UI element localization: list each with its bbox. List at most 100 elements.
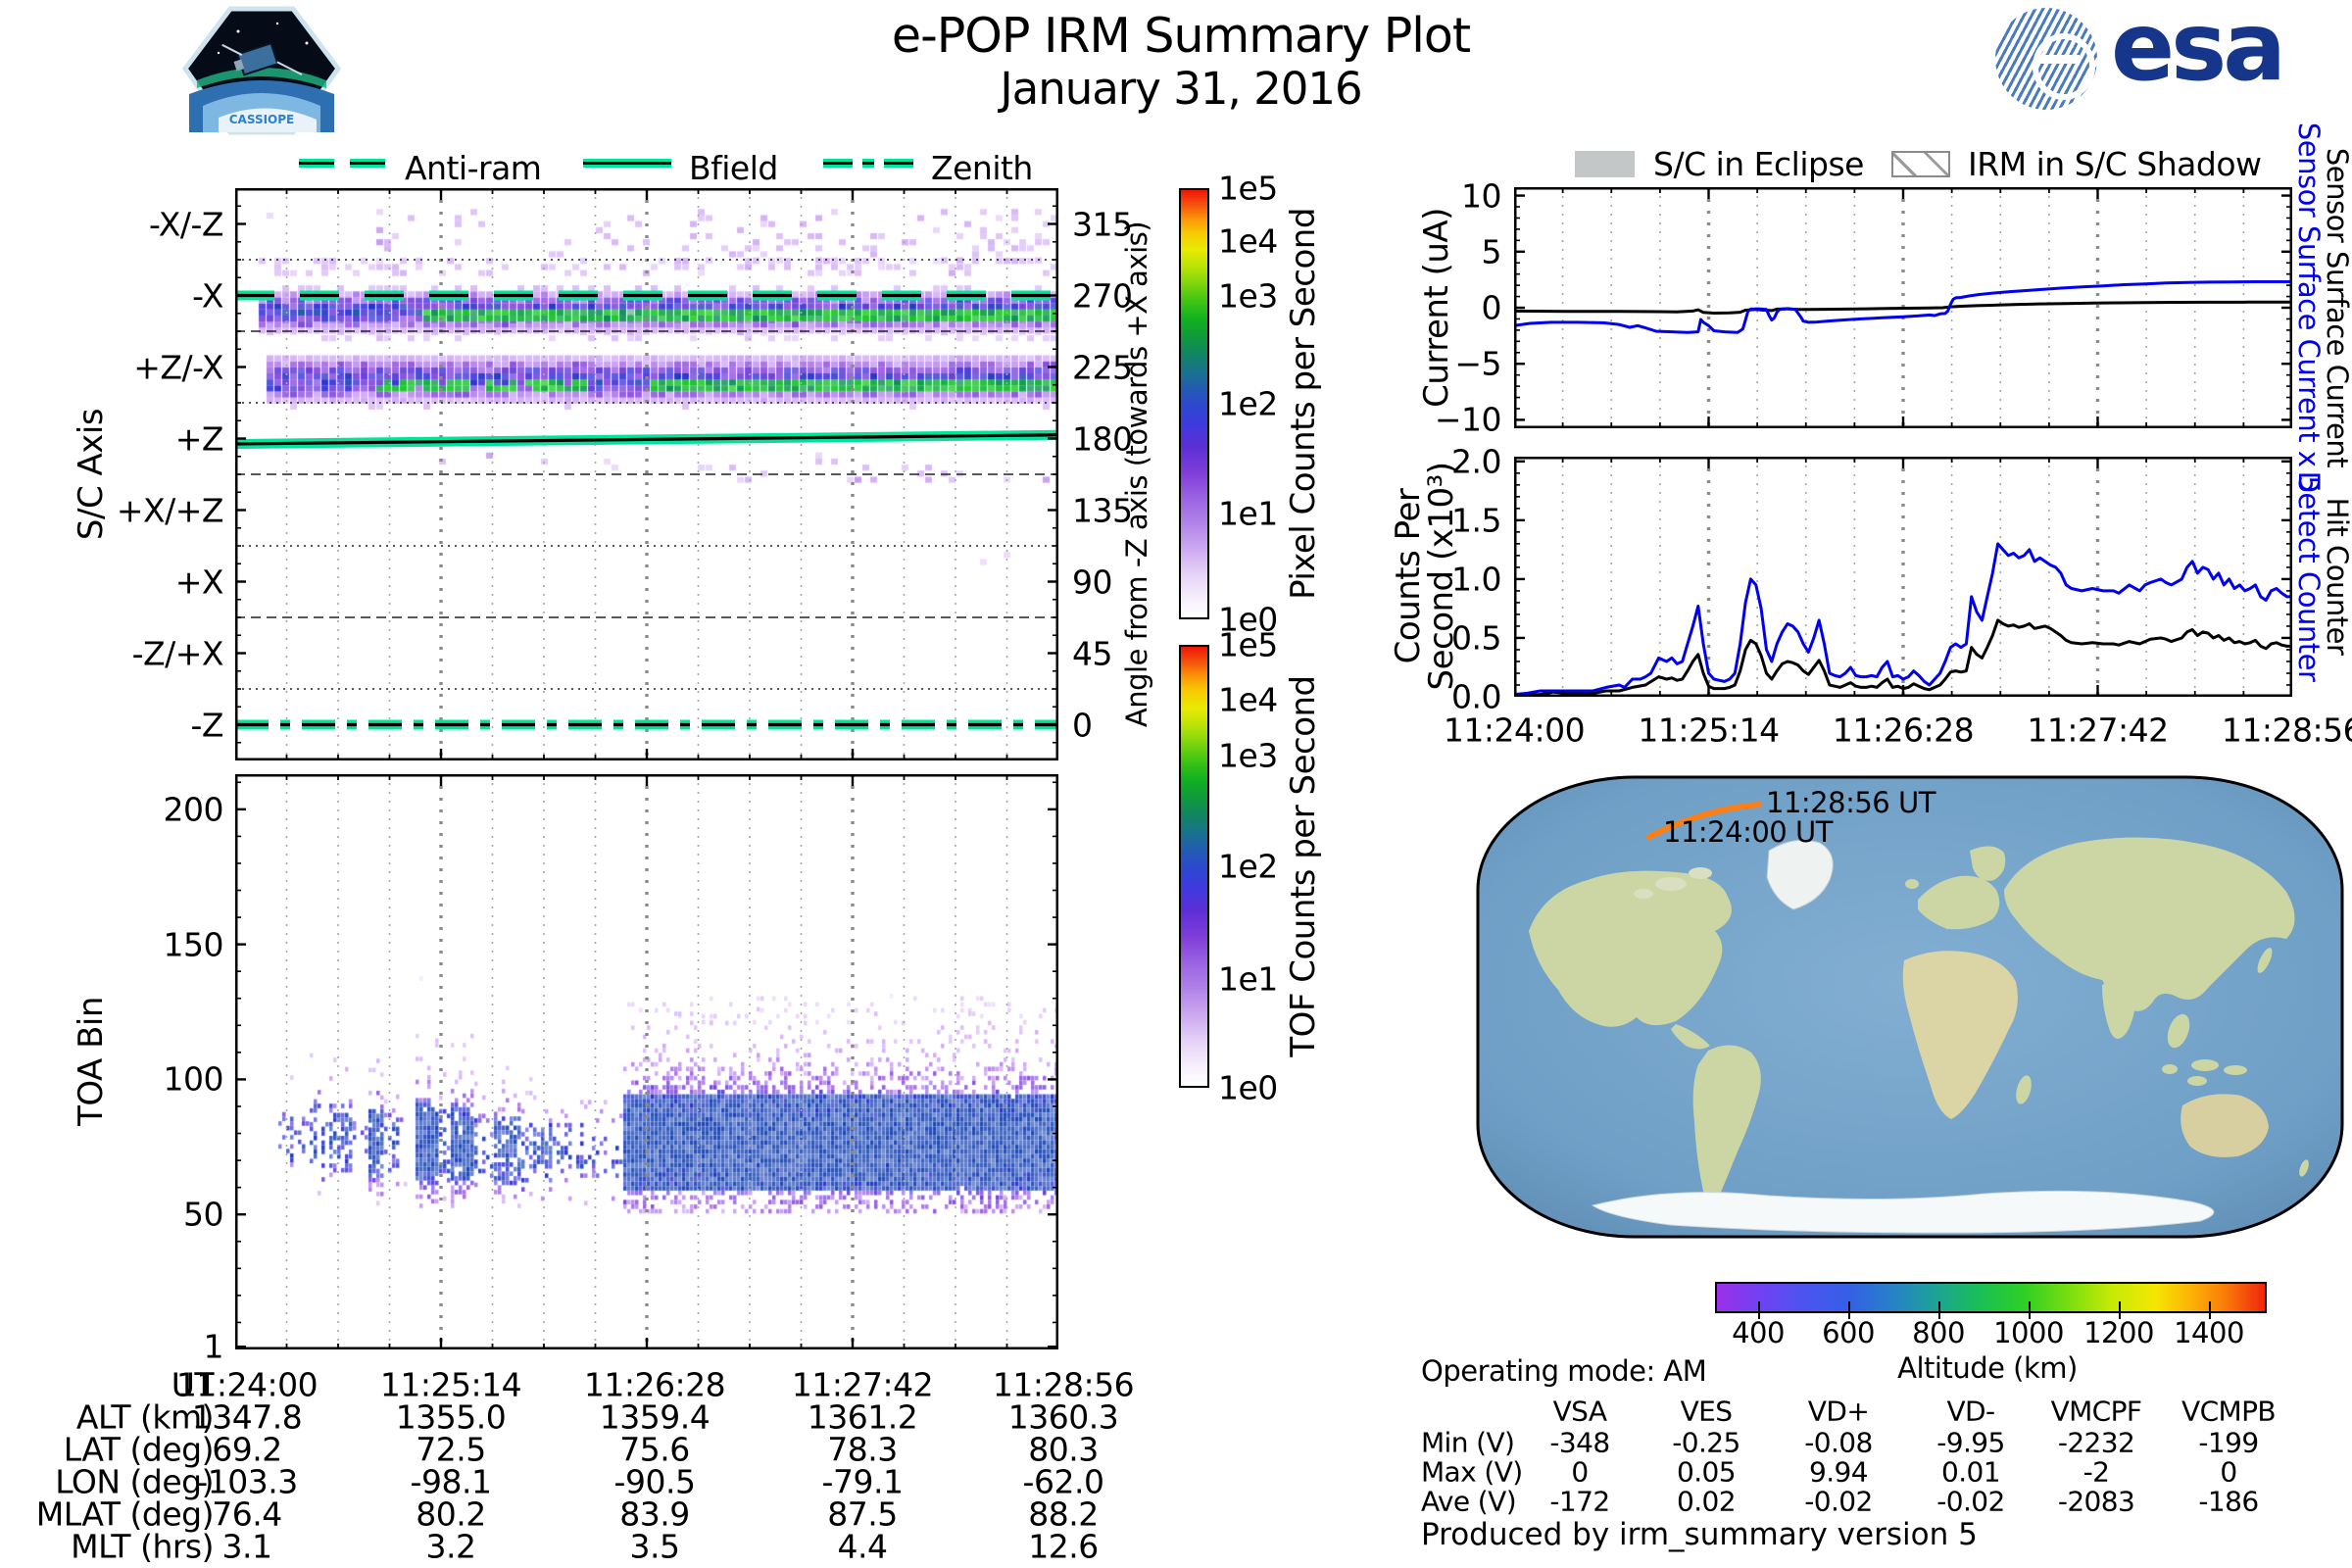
- ephemeris-cell-3-1: 69.2: [212, 1430, 282, 1469]
- vtable-cell-1-4: -9.95: [1936, 1426, 2005, 1459]
- sc-axis-category-1: -X/-Z: [148, 205, 224, 243]
- toa-bin-ylabel: TOA Bin: [72, 997, 111, 1126]
- ephemeris-cell-4-4: -79.1: [821, 1462, 904, 1501]
- series-sensor-surface-current-x-5: [1514, 280, 2292, 334]
- counts-right-label-black: Hit Counter: [2321, 497, 2352, 656]
- altitude-tick-1400: 1400: [2174, 1316, 2244, 1349]
- sc-axis-legend: Anti-ram Bfield Zenith: [294, 147, 1039, 187]
- world-map-svg: [1476, 775, 2344, 1239]
- ephemeris-cell-6-2: 3.2: [425, 1527, 476, 1566]
- sc-axis-category-3: +Z/-X: [133, 348, 223, 386]
- tof-cb-tick-1e0: 1e0: [1218, 1068, 1278, 1107]
- ephemeris-row-label-6: MLT (hrs): [71, 1527, 214, 1566]
- sc-axis-category-6: +X: [174, 563, 224, 601]
- vtable-cell-3-5: -2083: [2057, 1485, 2135, 1518]
- pixel-counts-colorbar: [1179, 188, 1209, 619]
- map-india: [2102, 980, 2135, 1039]
- pixel-cb-tick-1e2: 1e2: [1218, 384, 1278, 423]
- ephemeris-cell-6-5: 12.6: [1028, 1527, 1099, 1566]
- pixel-cb-tick-1e4: 1e4: [1218, 221, 1278, 261]
- angle-tick-315: 315: [1072, 205, 1133, 243]
- ephemeris-cell-2-5: 1360.3: [1007, 1397, 1119, 1437]
- pixel-cb-tick-1e0: 1e0: [1218, 600, 1278, 639]
- pixel-cb-tick-1e3: 1e3: [1218, 276, 1278, 316]
- ephemeris-cell-5-4: 87.5: [827, 1494, 898, 1534]
- tof-counts-colorbar: [1179, 645, 1209, 1088]
- toa-tick-50: 50: [183, 1195, 224, 1234]
- ephemeris-cell-3-2: 72.5: [416, 1430, 486, 1469]
- zenith-line-sample: [823, 159, 913, 168]
- map-central-america: [1671, 1024, 1710, 1050]
- map-uk: [1905, 879, 1919, 889]
- altitude-tick-1000: 1000: [1993, 1316, 2064, 1349]
- anti-ram-line-sample: [299, 159, 385, 168]
- altitude-tickmark: [1758, 1301, 1760, 1319]
- pixel-cb-tick-1e5: 1e5: [1218, 169, 1278, 208]
- ephemeris-cell-3-3: 75.6: [619, 1430, 690, 1469]
- altitude-tick-600: 600: [1822, 1316, 1875, 1349]
- counts-plot: [1514, 457, 2292, 697]
- vtable-cell-3-2: 0.02: [1677, 1485, 1737, 1518]
- sc-axis-spectrogram-plot: [235, 188, 1058, 760]
- map-south-america: [1692, 1045, 1761, 1206]
- vtable-col-VSA: VSA: [1552, 1395, 1607, 1428]
- series-hit-counter: [1514, 618, 2292, 697]
- footer-text: Produced by irm_summary version 5: [1421, 1517, 1978, 1552]
- vtable-row-label-3: Ave (V): [1421, 1485, 1517, 1518]
- map-north-america: [1529, 870, 1732, 1027]
- eclipse-legend-label: S/C in Eclipse: [1653, 145, 1864, 183]
- altitude-tickmark: [2029, 1301, 2031, 1319]
- vtable-cell-2-2: 0.05: [1677, 1455, 1737, 1489]
- bfield-line-sample: [583, 159, 671, 168]
- ephemeris-cell-2-2: 1355.0: [395, 1397, 507, 1437]
- orbit-ground-track: [1646, 802, 1762, 840]
- sc-axis-category-2: -X: [192, 276, 223, 315]
- vtable-row-label-2: Max (V): [1421, 1455, 1523, 1489]
- map-antarctica: [1591, 1190, 2215, 1234]
- map-australia: [2180, 1094, 2269, 1157]
- ephemeris-cell-4-3: -90.5: [613, 1462, 696, 1501]
- bfield-legend-label: Bfield: [689, 149, 778, 187]
- angle-tick-225: 225: [1072, 348, 1133, 386]
- angle-tick-180: 180: [1072, 419, 1133, 458]
- angle-axis-label: Angle from -Z axis (towards +X axis): [1120, 220, 1153, 728]
- toa-spectrogram-plot: [235, 774, 1058, 1349]
- altitude-tick-400: 400: [1732, 1316, 1785, 1349]
- current-tick-0: 0: [1481, 288, 1502, 327]
- ephemeris-cell-6-3: 3.5: [629, 1527, 680, 1566]
- ephemeris-cell-3-4: 78.3: [827, 1430, 898, 1469]
- track-end-time-label: 11:28:56 UT: [1766, 786, 1936, 819]
- ephemeris-cell-5-2: 80.2: [416, 1494, 486, 1534]
- series-detect-counter: [1514, 542, 2292, 697]
- vtable-cell-3-4: -0.02: [1936, 1485, 2005, 1518]
- map-scandinavia: [1970, 846, 2006, 881]
- ephemeris-row-label-5: MLAT (deg): [35, 1494, 215, 1534]
- angle-tick-0: 0: [1072, 706, 1093, 744]
- altitude-tickmark: [2119, 1301, 2121, 1319]
- map-asia: [2004, 837, 2295, 1011]
- vtable-cell-1-5: -2232: [2057, 1426, 2135, 1459]
- vtable-cell-1-2: -0.25: [1672, 1426, 1740, 1459]
- tof-cb-tick-1e4: 1e4: [1218, 680, 1278, 719]
- eclipse-swatch: [1575, 151, 1635, 177]
- vtable-col-VMCPF: VMCPF: [2050, 1395, 2142, 1428]
- esa-logo: esa: [1995, 0, 2289, 114]
- sc-axis-category-5: +X/+Z: [116, 491, 224, 529]
- sc-axis-plot-overlay: [235, 188, 1058, 760]
- altitude-tickmark: [1938, 1301, 1940, 1319]
- ephemeris-cell-1-2: 11:25:14: [379, 1365, 522, 1404]
- ephemeris-cell-5-3: 83.9: [619, 1494, 690, 1534]
- vtable-col-VES: VES: [1680, 1395, 1733, 1428]
- current-right-label-black: Sensor Surface Current: [2321, 147, 2352, 468]
- counts-plot-svg: [1514, 457, 2292, 697]
- vtable-cell-2-4: 0.01: [1941, 1455, 2001, 1489]
- current-tick-10: 10: [1461, 176, 1502, 216]
- map-japan: [2257, 948, 2273, 973]
- cassiope-patch-label: CASSIOPE: [229, 113, 295, 126]
- vtable-cell-1-1: -348: [1549, 1426, 1610, 1459]
- vtable-cell-1-3: -0.08: [1804, 1426, 1873, 1459]
- time-tick-11:25:14: 11:25:14: [1638, 710, 1780, 750]
- counts-tick-0.0: 0.0: [1451, 677, 1501, 716]
- time-tick-11:26:28: 11:26:28: [1832, 710, 1975, 750]
- toa-tick-1: 1: [203, 1327, 224, 1366]
